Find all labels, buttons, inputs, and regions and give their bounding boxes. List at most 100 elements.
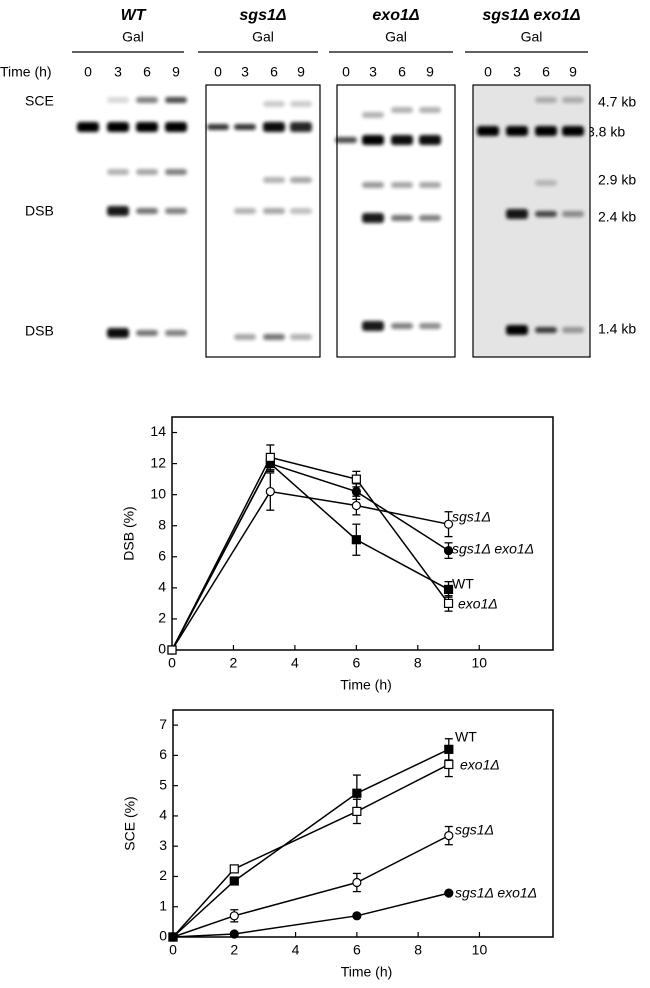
point (444, 888, 454, 898)
band (477, 126, 499, 136)
series-line (171, 462, 449, 651)
band (562, 126, 584, 136)
band (136, 97, 158, 103)
band (234, 124, 256, 130)
x-tick-label: 0 (169, 942, 177, 958)
band (263, 208, 285, 214)
band (290, 101, 312, 107)
band (535, 97, 557, 103)
series-label: WT (452, 576, 474, 592)
y-tick-label: 6 (159, 746, 167, 762)
y-tick-label: 1 (159, 897, 167, 913)
band (165, 97, 187, 103)
band (136, 208, 158, 214)
band (562, 211, 584, 217)
band (506, 209, 528, 219)
lane-label: 3 (114, 64, 122, 80)
band (391, 135, 413, 145)
series-line (172, 892, 449, 938)
condition-label: Gal (385, 29, 407, 45)
point (351, 474, 361, 484)
band (290, 334, 312, 340)
y-tick-label: 10 (150, 485, 166, 501)
band (419, 323, 441, 329)
band (419, 182, 441, 188)
y-tick-label: 4 (159, 807, 167, 823)
band (234, 334, 256, 340)
size-label: 3.8 kb (587, 124, 625, 140)
x-tick-label: 8 (414, 655, 422, 671)
band (107, 328, 129, 338)
band (136, 330, 158, 336)
x-axis-label: Time (h) (341, 964, 393, 980)
lane-label: 0 (342, 64, 350, 80)
series-label: WT (455, 729, 477, 745)
row-label: DSB (25, 323, 54, 339)
band (419, 135, 441, 145)
point (352, 911, 362, 921)
y-tick-label: 3 (159, 837, 167, 853)
x-tick-label: 0 (168, 655, 176, 671)
row-label: DSB (25, 203, 54, 219)
point (443, 584, 454, 595)
x-tick-label: 6 (353, 942, 361, 958)
y-tick-label: 4 (158, 579, 166, 595)
band (535, 126, 557, 136)
y-tick-label: 12 (150, 454, 166, 470)
point (351, 535, 361, 545)
band (107, 97, 129, 103)
point (352, 788, 362, 798)
point (229, 864, 239, 874)
series-line (172, 834, 450, 938)
band (107, 206, 129, 216)
point (168, 932, 178, 942)
x-tick-label: 10 (472, 942, 488, 958)
time-label: Time (h) (0, 64, 52, 80)
band (391, 107, 413, 113)
point (167, 645, 177, 655)
y-tick-label: 2 (158, 610, 166, 626)
band (107, 122, 129, 132)
x-tick-label: 4 (292, 942, 300, 958)
band (165, 169, 187, 175)
band (77, 122, 99, 132)
point (351, 486, 361, 497)
size-label: 2.9 kb (598, 172, 636, 188)
band (290, 177, 312, 183)
band (362, 112, 384, 118)
band (136, 122, 158, 132)
point (444, 759, 454, 770)
band (165, 330, 187, 336)
condition-label: Gal (122, 29, 144, 45)
lane-label: 6 (270, 64, 278, 80)
band (165, 122, 187, 132)
y-tick-label: 14 (150, 423, 166, 439)
plot-frame (172, 709, 554, 938)
series-line (172, 763, 450, 938)
band (535, 180, 557, 186)
series-label: sgs1Δ exo1Δ (452, 541, 534, 557)
y-tick-label: 2 (159, 867, 167, 883)
lane-label: 9 (297, 64, 305, 80)
band (562, 327, 584, 333)
band (290, 122, 312, 132)
lane-label: 3 (369, 64, 377, 80)
lane-label: 0 (214, 64, 222, 80)
band (207, 124, 229, 130)
series-label: exo1Δ (460, 757, 500, 773)
band (562, 97, 584, 103)
band (165, 208, 187, 214)
x-axis-label: Time (h) (340, 677, 392, 693)
band (362, 321, 384, 331)
band (391, 323, 413, 329)
point (352, 877, 362, 888)
y-tick-label: 0 (158, 641, 166, 657)
point (265, 486, 275, 497)
band (391, 182, 413, 188)
y-axis-label: SCE (%) (122, 796, 138, 850)
x-tick-label: 4 (291, 655, 299, 671)
condition-label: Gal (252, 29, 274, 45)
band (535, 327, 557, 333)
x-tick-label: 2 (230, 655, 238, 671)
point (352, 806, 362, 816)
